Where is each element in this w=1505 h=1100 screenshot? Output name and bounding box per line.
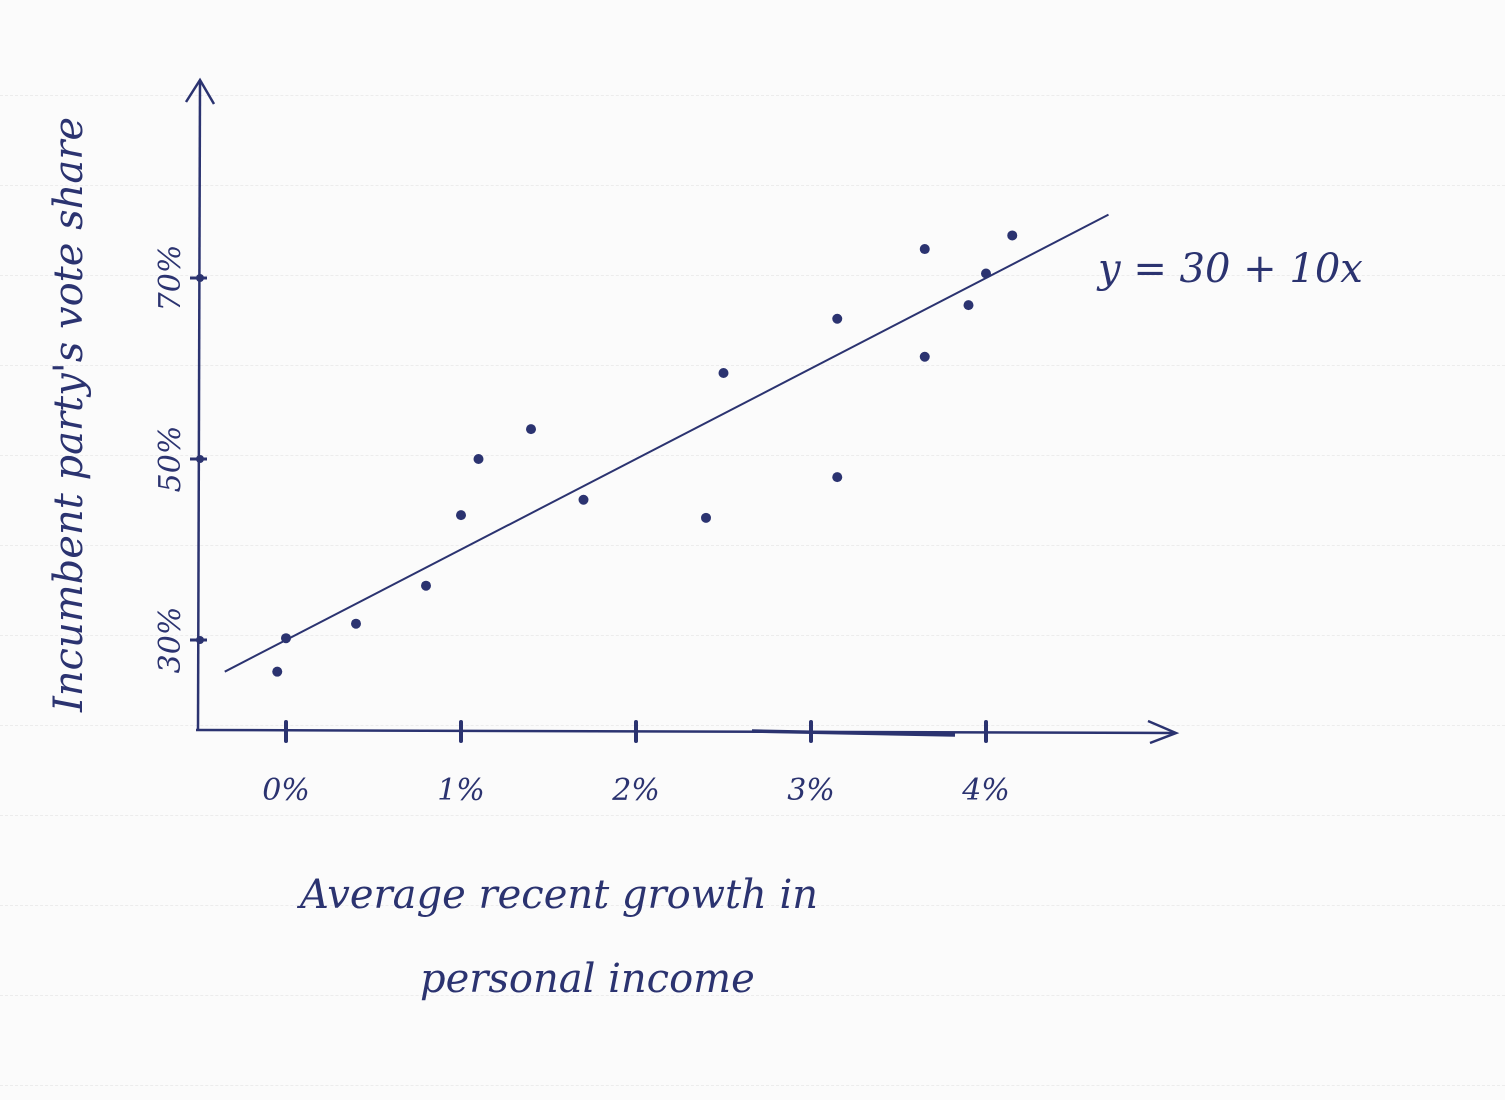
ruled-line — [0, 95, 1505, 96]
y-ticks: 30% 50% 70% — [153, 245, 207, 674]
y-tick-dot — [196, 636, 204, 644]
data-point — [281, 633, 291, 644]
ruled-line — [0, 275, 1505, 276]
y-tick-label: 30% — [153, 607, 188, 674]
y-axis-line — [196, 81, 202, 731]
ruled-line — [0, 545, 1505, 546]
y-tick-dot — [196, 455, 204, 463]
y-axis-arrowhead — [184, 77, 216, 105]
data-point — [963, 300, 974, 311]
ruled-line — [0, 995, 1505, 996]
ruled-line — [0, 1085, 1505, 1086]
x-tick-label: 2% — [611, 773, 660, 808]
ruled-line — [0, 455, 1505, 456]
ruled-line — [0, 635, 1505, 636]
data-point — [1007, 230, 1018, 241]
data-point — [351, 618, 361, 629]
data-point — [919, 244, 930, 255]
x-axis-title-line-1: Average recent growth in — [296, 872, 818, 918]
ruled-line — [0, 815, 1505, 816]
x-tick-label: 4% — [961, 773, 1010, 808]
x-tick-label: 1% — [437, 773, 485, 808]
data-point — [473, 454, 484, 464]
ruled-line — [0, 365, 1505, 366]
data-point — [272, 666, 283, 677]
ruled-line — [0, 905, 1505, 906]
data-point — [578, 494, 589, 505]
x-ticks: 0% 1% 2% 3% 4% — [262, 720, 1010, 808]
data-point — [981, 268, 991, 279]
x-axis-line — [195, 728, 1176, 735]
ruled-line — [0, 725, 1505, 726]
data-point — [832, 313, 843, 324]
x-axis-arrowhead — [1147, 719, 1180, 745]
x-tick-label: 0% — [262, 773, 310, 808]
regression-line — [224, 213, 1109, 673]
data-point — [701, 512, 711, 523]
data-point — [526, 424, 536, 435]
y-axis-title: Incumbent party's vote share — [46, 117, 92, 713]
ruled-line — [0, 185, 1505, 186]
y-tick-dot — [196, 274, 204, 282]
data-point — [919, 351, 930, 362]
y-tick-label: 50% — [153, 426, 188, 493]
data-point — [718, 368, 729, 379]
regression-equation: y = 30 + 10x — [1096, 246, 1363, 292]
y-axis — [184, 77, 216, 731]
y-tick-label: 70% — [153, 245, 188, 312]
data-points — [272, 230, 1018, 677]
data-point — [456, 510, 466, 521]
data-point — [421, 580, 431, 591]
x-axis-overstroke — [751, 729, 956, 737]
x-tick-label: 3% — [787, 773, 835, 808]
x-axis — [195, 719, 1180, 745]
data-point — [832, 472, 843, 483]
x-axis-title-line-2: personal income — [420, 956, 755, 1002]
